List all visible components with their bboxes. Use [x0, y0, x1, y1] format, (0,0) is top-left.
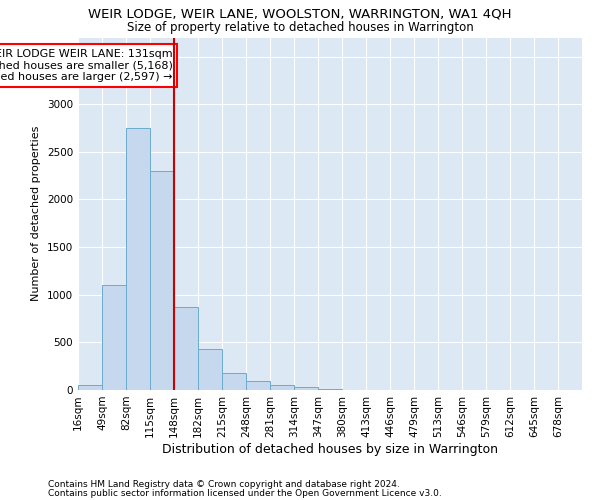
Bar — [150, 171, 174, 390]
X-axis label: Distribution of detached houses by size in Warrington: Distribution of detached houses by size … — [162, 442, 498, 456]
Text: Contains HM Land Registry data © Crown copyright and database right 2024.: Contains HM Land Registry data © Crown c… — [48, 480, 400, 489]
Bar — [126, 128, 150, 390]
Text: Contains public sector information licensed under the Open Government Licence v3: Contains public sector information licen… — [48, 489, 442, 498]
Bar — [270, 385, 294, 390]
Bar — [78, 385, 102, 390]
Text: Size of property relative to detached houses in Warrington: Size of property relative to detached ho… — [127, 21, 473, 34]
Bar — [102, 285, 126, 390]
Bar — [198, 349, 222, 390]
Text: WEIR LODGE WEIR LANE: 131sqm
← 66% of detached houses are smaller (5,168)
33% of: WEIR LODGE WEIR LANE: 131sqm ← 66% of de… — [0, 49, 173, 82]
Bar — [246, 382, 270, 390]
Bar — [318, 389, 342, 390]
Y-axis label: Number of detached properties: Number of detached properties — [31, 126, 41, 302]
Bar — [174, 306, 198, 390]
Text: WEIR LODGE, WEIR LANE, WOOLSTON, WARRINGTON, WA1 4QH: WEIR LODGE, WEIR LANE, WOOLSTON, WARRING… — [88, 8, 512, 20]
Bar — [294, 387, 318, 390]
Bar — [222, 374, 246, 390]
